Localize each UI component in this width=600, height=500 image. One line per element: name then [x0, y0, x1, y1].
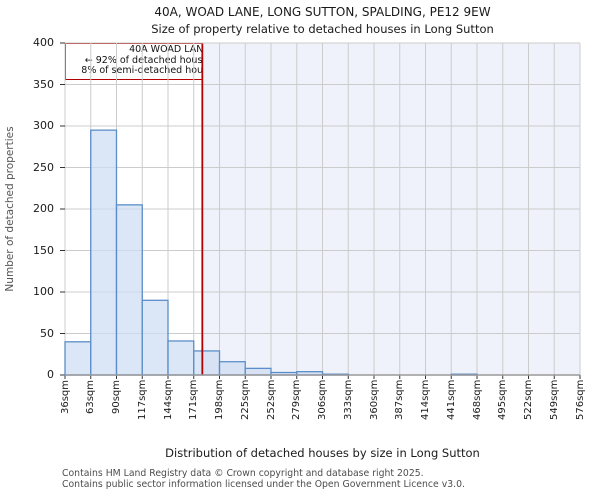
- x-tick-label: 414sqm: [420, 380, 431, 421]
- y-tick-label: 350: [33, 77, 54, 91]
- histogram-bar: [244, 367, 272, 376]
- histogram-bar: [90, 129, 118, 376]
- x-tick-label: 117sqm: [136, 380, 148, 421]
- y-tick-label: 300: [33, 119, 54, 132]
- histogram-bar: [218, 361, 246, 376]
- x-tick-label: 198sqm: [214, 380, 225, 421]
- annotation-smaller-stat: ← 92% of detached houses are smaller (67…: [84, 54, 299, 66]
- x-tick-label: 549sqm: [548, 380, 560, 421]
- y-tick-label: 0: [47, 368, 54, 381]
- chart-subtitle: Size of property relative to detached ho…: [151, 22, 494, 36]
- footer-copyright: Contains HM Land Registry data © Crown c…: [62, 468, 424, 479]
- y-tick-label: 400: [33, 36, 54, 49]
- x-tick-label: 495sqm: [497, 380, 509, 421]
- x-tick-label: 468sqm: [471, 380, 483, 421]
- y-tick-label: 150: [33, 243, 54, 257]
- x-tick-label: 360sqm: [368, 380, 380, 421]
- x-tick-label: 63sqm: [85, 380, 97, 415]
- histogram-bar: [167, 340, 195, 376]
- x-tick-label: 36sqm: [59, 380, 71, 415]
- x-tick-label: 387sqm: [394, 380, 406, 421]
- histogram-bar: [64, 341, 92, 376]
- x-tick-label: 252sqm: [265, 380, 277, 421]
- x-tick-label: 306sqm: [317, 380, 328, 421]
- plot-area: 40A WOAD LANE: 180sqm ← 92% of detached …: [60, 42, 581, 379]
- x-tick-label: 144sqm: [162, 380, 174, 421]
- x-tick-label: 333sqm: [342, 380, 354, 421]
- x-tick-label: 90sqm: [111, 380, 122, 415]
- x-tick-label: 522sqm: [523, 380, 534, 421]
- x-tick-label: 441sqm: [445, 380, 457, 421]
- y-tick-label: 50: [40, 326, 54, 340]
- annotation-property-size: 40A WOAD LANE: 180sqm: [129, 44, 254, 55]
- histogram-bar: [141, 299, 169, 376]
- histogram-bar: [193, 350, 221, 376]
- x-tick-label: 225sqm: [239, 380, 251, 421]
- x-axis-label: Distribution of detached houses by size …: [165, 446, 480, 460]
- y-tick-label: 250: [33, 160, 54, 174]
- x-tick-label: 576sqm: [574, 380, 586, 421]
- y-tick-label: 200: [33, 202, 54, 215]
- x-tick-label: 171sqm: [188, 380, 200, 421]
- y-tick-label: 100: [33, 285, 54, 298]
- histogram-bar: [115, 204, 143, 376]
- histogram-svg: [60, 42, 581, 379]
- chart-title: 40A, WOAD LANE, LONG SUTTON, SPALDING, P…: [154, 5, 491, 19]
- x-tick-label: 279sqm: [291, 380, 303, 421]
- footer-licence: Contains public sector information licen…: [62, 479, 465, 490]
- annotation-larger-stat: 8% of semi-detached houses are larger (5…: [81, 65, 302, 77]
